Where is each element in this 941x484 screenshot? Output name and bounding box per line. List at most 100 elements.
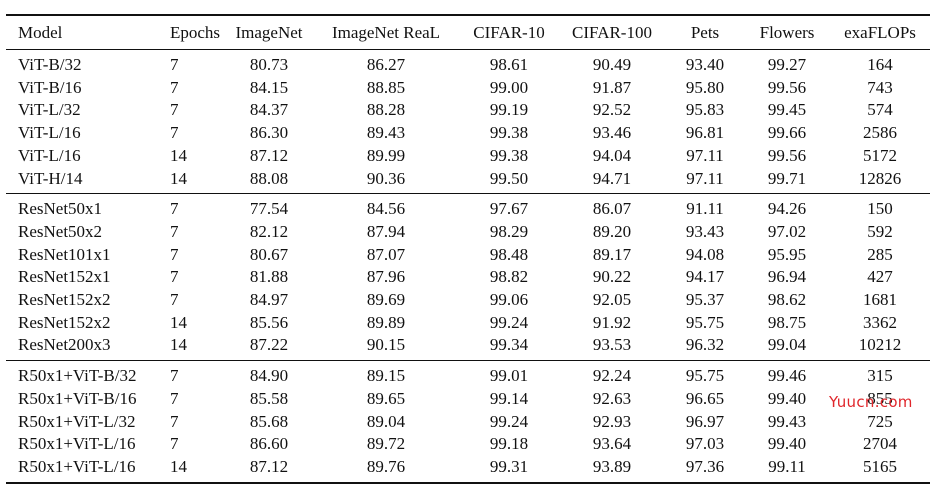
table-row: ResNet200x3 14 87.22 90.15 99.34 93.53 9…	[6, 334, 930, 360]
cell-flowers: 99.71	[767, 168, 807, 188]
cell-flowers: 98.75	[767, 312, 807, 332]
cell-cifar100: 94.71	[592, 168, 632, 188]
cell-exaflops: 2586	[863, 123, 897, 143]
cell-cifar10: 99.14	[489, 388, 529, 408]
cell-imagenet-real: 89.65	[366, 388, 406, 408]
cell-flowers: 96.94	[767, 267, 807, 287]
cell-cifar10: 99.31	[489, 456, 529, 476]
cell-cifar100: 94.04	[592, 145, 632, 165]
cell-cifar10: 99.06	[489, 290, 529, 310]
cell-pets: 93.43	[685, 221, 725, 241]
cell-cifar10: 99.24	[489, 312, 529, 332]
cell-imagenet: 85.58	[249, 388, 289, 408]
cell-imagenet: 84.97	[249, 290, 289, 310]
table-header: Model Epochs ImageNet ImageNet ReaL CIFA…	[6, 15, 930, 50]
cell-model: ViT-B/32	[18, 55, 82, 74]
cell-model: ResNet50x2	[18, 221, 103, 241]
cell-pets: 93.40	[685, 55, 725, 74]
cell-imagenet: 80.73	[249, 55, 289, 74]
cell-exaflops: 427	[867, 267, 893, 287]
cell-pets: 95.75	[685, 366, 725, 386]
cell-model: ViT-L/32	[18, 100, 81, 120]
results-table: Model Epochs ImageNet ImageNet ReaL CIFA…	[6, 14, 930, 484]
col-header-imagenet: ImageNet	[235, 23, 303, 42]
cell-exaflops: 1681	[863, 290, 897, 310]
cell-imagenet-real: 90.15	[366, 335, 406, 355]
cell-epochs: 7	[170, 123, 179, 143]
cell-epochs: 7	[170, 388, 179, 408]
table-row: R50x1+ViT-B/32 7 84.90 89.15 99.01 92.24…	[6, 361, 930, 388]
cell-cifar10: 99.38	[489, 123, 529, 143]
resnet-group: ResNet50x1 7 77.54 84.56 97.67 86.07 91.…	[6, 194, 930, 361]
cell-pets: 97.11	[686, 168, 724, 188]
cell-epochs: 14	[170, 456, 187, 476]
cell-exaflops: 3362	[863, 312, 897, 332]
col-header-model: Model	[18, 23, 63, 42]
table-row: R50x1+ViT-B/16 7 85.58 89.65 99.14 92.63…	[6, 388, 930, 411]
cell-imagenet: 77.54	[249, 199, 289, 219]
table-row: ViT-L/32 7 84.37 88.28 99.19 92.52 95.83…	[6, 99, 930, 122]
cell-cifar100: 93.64	[592, 434, 632, 454]
table-row: R50x1+ViT-L/32 7 85.68 89.04 99.24 92.93…	[6, 411, 930, 434]
table-row: ResNet152x2 14 85.56 89.89 99.24 91.92 9…	[6, 312, 930, 335]
cell-cifar10: 99.38	[489, 145, 529, 165]
cell-cifar10: 98.48	[489, 244, 529, 264]
cell-cifar10: 99.01	[489, 366, 529, 386]
col-header-pets: Pets	[690, 23, 720, 42]
cell-imagenet: 85.56	[249, 312, 289, 332]
cell-pets: 97.36	[685, 456, 725, 476]
cell-imagenet-real: 89.72	[366, 434, 406, 454]
cell-cifar10: 99.24	[489, 411, 529, 431]
table-row: ResNet101x1 7 80.67 87.07 98.48 89.17 94…	[6, 244, 930, 267]
cell-model: ViT-L/16	[18, 145, 81, 165]
cell-cifar10: 98.82	[489, 267, 529, 287]
cell-cifar10: 99.00	[489, 77, 529, 97]
cell-flowers: 98.62	[767, 290, 807, 310]
cell-cifar100: 92.52	[592, 100, 632, 120]
cell-exaflops: 855	[867, 388, 893, 408]
cell-model: ViT-L/16	[18, 123, 81, 143]
cell-pets: 94.17	[685, 267, 725, 287]
cell-imagenet: 81.88	[249, 267, 289, 287]
cell-flowers: 99.04	[767, 335, 807, 355]
cell-imagenet-real: 89.43	[366, 123, 406, 143]
cell-cifar10: 99.50	[489, 168, 529, 188]
col-header-imagenet-real: ImageNet ReaL	[331, 23, 441, 42]
cell-imagenet: 87.12	[249, 456, 289, 476]
cell-imagenet-real: 89.15	[366, 366, 406, 386]
cell-imagenet: 87.12	[249, 145, 289, 165]
cell-epochs: 7	[170, 366, 179, 386]
cell-model: ViT-B/16	[18, 77, 82, 97]
cell-exaflops: 315	[867, 366, 893, 386]
col-header-cifar100: CIFAR-100	[572, 23, 652, 42]
table-row: ResNet50x1 7 77.54 84.56 97.67 86.07 91.…	[6, 194, 930, 221]
cell-cifar100: 93.53	[592, 335, 632, 355]
cell-imagenet-real: 89.76	[366, 456, 406, 476]
cell-cifar100: 89.17	[592, 244, 632, 264]
cell-imagenet-real: 89.99	[366, 145, 406, 165]
cell-cifar100: 91.87	[592, 77, 632, 97]
cell-imagenet: 85.68	[249, 411, 289, 431]
cell-epochs: 7	[170, 100, 179, 120]
cell-cifar100: 92.24	[592, 366, 632, 386]
cell-epochs: 7	[170, 221, 179, 241]
table-row: ViT-B/32 7 80.73 86.27 98.61 90.49 93.40…	[6, 50, 930, 77]
cell-flowers: 95.95	[767, 244, 807, 264]
cell-model: ViT-H/14	[18, 168, 83, 188]
cell-imagenet: 84.15	[249, 77, 289, 97]
cell-epochs: 14	[170, 168, 187, 188]
cell-pets: 95.83	[685, 100, 725, 120]
cell-epochs: 7	[170, 55, 179, 74]
cell-cifar10: 99.19	[489, 100, 529, 120]
cell-exaflops: 10212	[858, 335, 902, 355]
cell-imagenet-real: 87.07	[366, 244, 406, 264]
cell-cifar100: 90.22	[592, 267, 632, 287]
cell-exaflops: 164	[867, 55, 893, 74]
cell-exaflops: 2704	[863, 434, 897, 454]
cell-epochs: 14	[170, 312, 187, 332]
cell-imagenet-real: 87.94	[366, 221, 406, 241]
cell-imagenet: 80.67	[249, 244, 289, 264]
cell-pets: 96.97	[685, 411, 725, 431]
cell-epochs: 7	[170, 199, 179, 219]
cell-flowers: 99.56	[767, 145, 807, 165]
